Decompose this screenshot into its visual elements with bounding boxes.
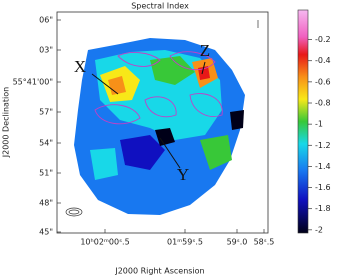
colorbar: [297, 9, 309, 234]
y-tick-label: 06": [39, 16, 53, 25]
colorbar-tick-label: -0.2: [315, 35, 331, 44]
contour: [144, 96, 177, 118]
y-tick-label: 54": [39, 139, 53, 148]
beam: [68, 209, 80, 215]
x-tick-label: 10ʰ02ᵐ00ˢ.5: [80, 238, 129, 247]
map-region: [90, 148, 118, 180]
annotation: X: [74, 57, 86, 76]
map-region: [200, 135, 232, 170]
arrow: [201, 61, 206, 75]
colorbar-tick-label: -2: [315, 225, 323, 234]
y-tick-label: 03": [39, 46, 53, 55]
contour: [189, 93, 223, 117]
x-tick-label: 59ˢ.0: [227, 238, 248, 247]
plot-frame: [56, 11, 269, 234]
contour: [117, 52, 161, 67]
colorbar-tick-label: -0.4: [315, 56, 331, 65]
beam: [65, 207, 83, 217]
x-axis-label: J2000 Right Ascension: [114, 267, 204, 276]
colorbar-tick-label: -1.4: [315, 162, 331, 171]
contour: [94, 104, 141, 125]
colorbar-tick-label: -1.2: [315, 141, 331, 150]
y-tick-label: 48": [39, 199, 53, 208]
colorbar-tick-label: -1.6: [315, 183, 331, 192]
y-tick-label: 51": [39, 169, 53, 178]
y-axis-label: J2000 Declination: [2, 87, 11, 158]
x-tick-label: 01ᵐ59ˢ.5: [167, 238, 203, 247]
annotation: Y: [177, 165, 189, 184]
y-tick-label: 55°41'00": [13, 78, 53, 87]
map-region: [120, 135, 165, 170]
map-region: [150, 56, 195, 85]
arrow: [91, 73, 119, 95]
colorbar-tick-label: -1.8: [315, 204, 331, 213]
x-tick-label: 58ˢ.5: [254, 238, 275, 247]
annotation: Z: [200, 41, 210, 60]
y-tick-label: 57": [39, 108, 53, 117]
colorbar-tick-label: -0.8: [315, 99, 331, 108]
contour: [169, 51, 216, 71]
chart-title: Spectral Index: [131, 2, 189, 11]
map-region: [155, 128, 175, 146]
map-region: [198, 66, 210, 80]
spectral-map: [74, 38, 245, 215]
map-region: [230, 110, 244, 130]
y-tick-label: 45": [39, 228, 53, 237]
colorbar-tick-label: -1: [315, 120, 323, 129]
colorbar-tick-label: -0.6: [315, 77, 331, 86]
arrow: [159, 137, 181, 169]
